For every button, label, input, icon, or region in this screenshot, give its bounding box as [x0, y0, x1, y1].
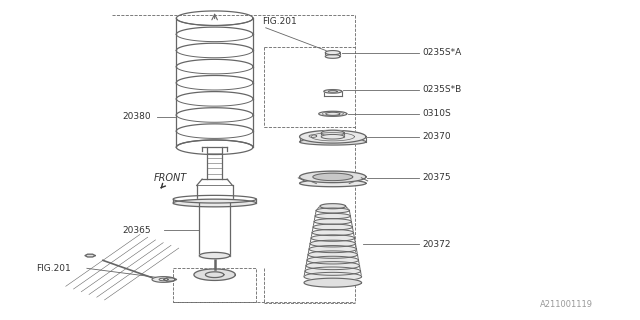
Polygon shape — [319, 111, 347, 116]
Polygon shape — [309, 245, 356, 252]
Text: FIG.201: FIG.201 — [36, 264, 70, 273]
Polygon shape — [324, 90, 342, 93]
Text: 20365: 20365 — [122, 226, 150, 235]
Polygon shape — [304, 272, 362, 281]
Polygon shape — [325, 51, 340, 55]
Bar — [173, 268, 256, 302]
Text: 20375: 20375 — [422, 173, 451, 182]
Text: 0235S*A: 0235S*A — [422, 48, 461, 57]
Polygon shape — [314, 219, 351, 224]
Polygon shape — [313, 173, 353, 180]
Polygon shape — [173, 199, 256, 207]
Text: FIG.201: FIG.201 — [262, 17, 297, 26]
Polygon shape — [305, 267, 360, 275]
Polygon shape — [316, 208, 349, 213]
Polygon shape — [200, 252, 230, 259]
Polygon shape — [310, 240, 355, 247]
Text: 0235S*B: 0235S*B — [422, 85, 461, 94]
Polygon shape — [325, 55, 340, 58]
Text: 0310S: 0310S — [422, 109, 451, 118]
Polygon shape — [85, 254, 95, 257]
Polygon shape — [308, 251, 358, 258]
Polygon shape — [320, 204, 346, 209]
Polygon shape — [304, 278, 362, 287]
Polygon shape — [313, 224, 353, 230]
Polygon shape — [300, 130, 366, 143]
Polygon shape — [306, 262, 360, 270]
Polygon shape — [311, 235, 355, 241]
Text: 20370: 20370 — [422, 132, 451, 141]
Polygon shape — [315, 213, 350, 219]
Polygon shape — [312, 229, 353, 236]
Polygon shape — [194, 269, 236, 280]
Polygon shape — [321, 134, 344, 139]
Polygon shape — [307, 256, 358, 264]
Text: 20372: 20372 — [422, 240, 451, 249]
Text: 20380: 20380 — [122, 113, 150, 122]
Polygon shape — [300, 171, 366, 183]
Text: FRONT: FRONT — [154, 173, 188, 188]
Polygon shape — [164, 278, 176, 281]
Polygon shape — [321, 130, 344, 136]
Polygon shape — [152, 276, 175, 282]
Polygon shape — [300, 180, 366, 187]
Text: A211001119: A211001119 — [540, 300, 593, 309]
Polygon shape — [300, 139, 366, 145]
